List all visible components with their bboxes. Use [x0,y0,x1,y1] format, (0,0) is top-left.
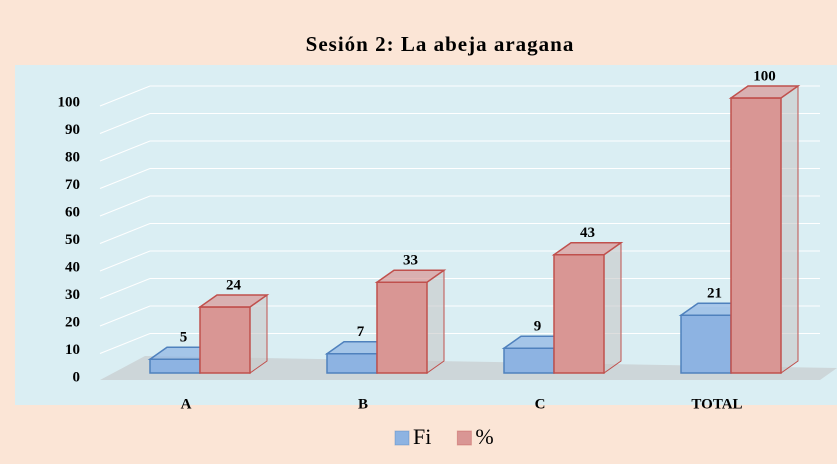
y-tick-label: 100 [58,94,81,110]
grid-line [99,85,820,107]
x-tick-label: A [181,396,192,412]
x-tick-label: TOTAL [691,396,742,412]
chart-title: Sesión 2: La abeja aragana [306,32,575,56]
y-tick-label: 60 [65,204,80,220]
legend-swatch [394,430,410,446]
bar-top [197,294,270,308]
grid-line [99,223,820,244]
floor [100,356,837,380]
legend-swatch [456,430,472,446]
data-label: 100 [753,68,776,84]
data-label: 21 [707,286,722,302]
y-tick-label: 80 [65,149,80,165]
y-tick-label: 20 [65,314,80,330]
bar-top [551,242,624,256]
bar-top [728,85,801,99]
bar-side [249,294,268,374]
y-tick-label: 50 [65,232,80,248]
bar [503,347,555,374]
bar-top [374,269,447,283]
y-tick-label: 70 [65,177,80,193]
y-tick-label: 40 [65,259,80,275]
y-tick-label: 90 [65,122,80,138]
bar [376,281,428,374]
grid-line [99,140,820,162]
bar-side [780,85,799,374]
x-tick-label: C [535,396,546,412]
grid-line [99,195,820,217]
bar [149,358,201,374]
y-tick-label: 30 [65,287,80,303]
y-tick-label: 10 [65,342,80,358]
data-label: 43 [580,225,595,241]
data-label: 9 [534,319,542,335]
legend-label: % [475,424,493,449]
data-label: 7 [357,324,365,340]
data-label: 5 [180,330,188,346]
bar [730,97,782,374]
grid-line [99,168,820,189]
bar [199,306,251,374]
legend-label: Fi [413,424,431,449]
bar [680,314,732,374]
grid-line [99,113,820,134]
bar [326,353,378,374]
bar-side [603,241,622,374]
bar [553,254,605,374]
data-label: 33 [403,253,418,269]
data-label: 24 [226,277,242,293]
y-tick-label: 0 [73,369,81,385]
x-tick-label: B [358,396,368,412]
bar-side [426,269,445,374]
